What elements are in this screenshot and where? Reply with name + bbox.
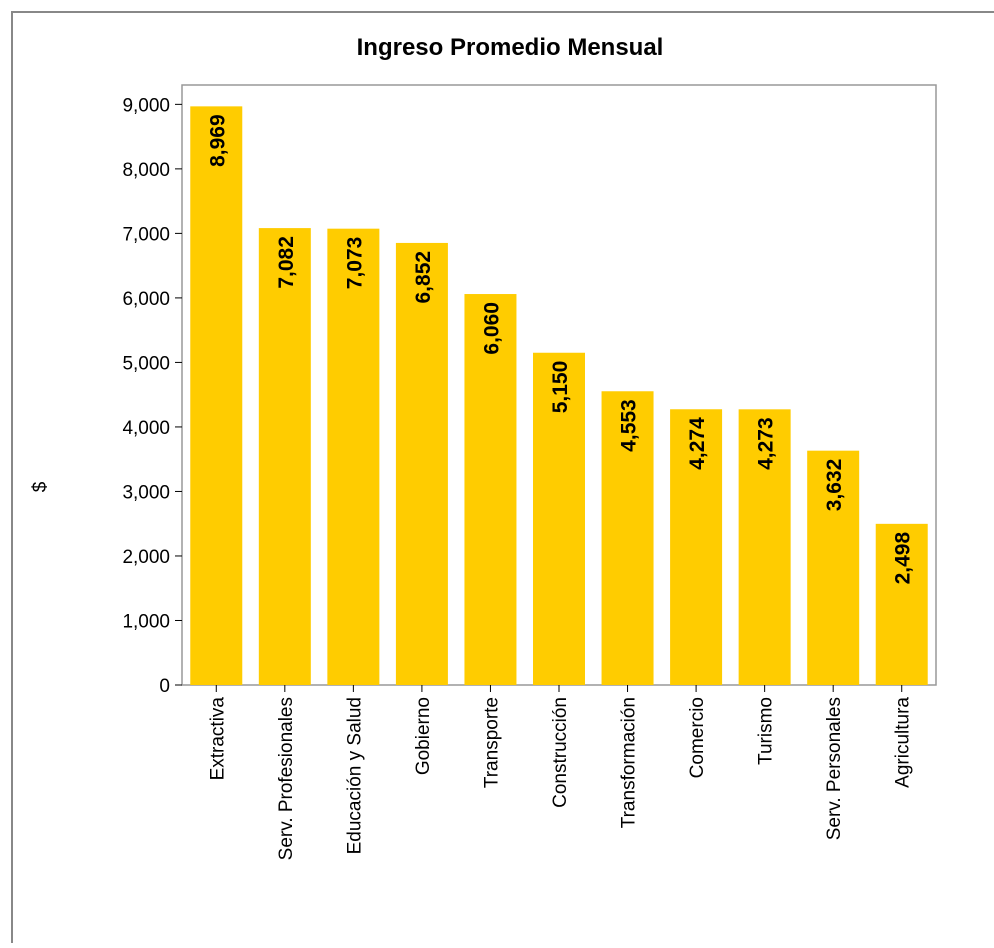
value-label: 3,632 xyxy=(823,459,846,512)
bar xyxy=(601,391,654,685)
bar xyxy=(395,242,448,685)
y-tick-label: 6,000 xyxy=(122,289,170,310)
x-tick-label: Turismo xyxy=(756,697,777,765)
y-tick-label: 1,000 xyxy=(122,611,170,632)
x-tick-label: Comercio xyxy=(687,697,708,778)
value-label: 2,498 xyxy=(892,532,915,585)
value-label: 4,274 xyxy=(686,417,709,470)
value-label: 6,852 xyxy=(412,251,435,304)
bar xyxy=(258,228,311,685)
value-label: 4,273 xyxy=(755,417,778,470)
x-tick-label: Transformación xyxy=(619,697,640,828)
y-tick-label: 5,000 xyxy=(122,353,170,374)
value-label: 4,553 xyxy=(618,399,641,452)
y-tick-label: 7,000 xyxy=(122,224,170,245)
value-label: 7,082 xyxy=(275,236,298,289)
y-tick-label: 4,000 xyxy=(122,418,170,439)
bar xyxy=(670,409,723,685)
x-tick-label: Educación y Salud xyxy=(344,697,365,854)
value-label: 5,150 xyxy=(549,361,572,414)
bar xyxy=(738,409,791,685)
bar xyxy=(327,228,380,685)
x-tick-label: Agricultura xyxy=(893,697,914,788)
x-tick-label: Transporte xyxy=(481,697,502,788)
y-tick-label: 3,000 xyxy=(122,482,170,503)
value-label: 8,969 xyxy=(206,114,229,167)
bar xyxy=(533,352,585,685)
bar xyxy=(464,294,517,685)
x-tick-label: Serv. Personales xyxy=(824,697,845,840)
x-tick-label: Gobierno xyxy=(413,697,434,775)
x-tick-label: Serv. Profesionales xyxy=(276,697,297,860)
x-tick-label: Construcción xyxy=(550,697,571,808)
y-tick-label: 9,000 xyxy=(122,95,170,116)
bar xyxy=(807,450,860,685)
value-label: 7,073 xyxy=(343,237,366,290)
bar xyxy=(190,106,243,685)
bar xyxy=(875,523,928,685)
y-tick-label: 2,000 xyxy=(122,547,170,568)
x-tick-label: Extractiva xyxy=(207,697,228,781)
value-label: 6,060 xyxy=(480,302,503,355)
y-tick-label: 0 xyxy=(159,676,170,697)
y-tick-label: 8,000 xyxy=(122,160,170,181)
y-axis-label: $ xyxy=(30,481,51,492)
chart-title: Ingreso Promedio Mensual xyxy=(357,34,664,61)
